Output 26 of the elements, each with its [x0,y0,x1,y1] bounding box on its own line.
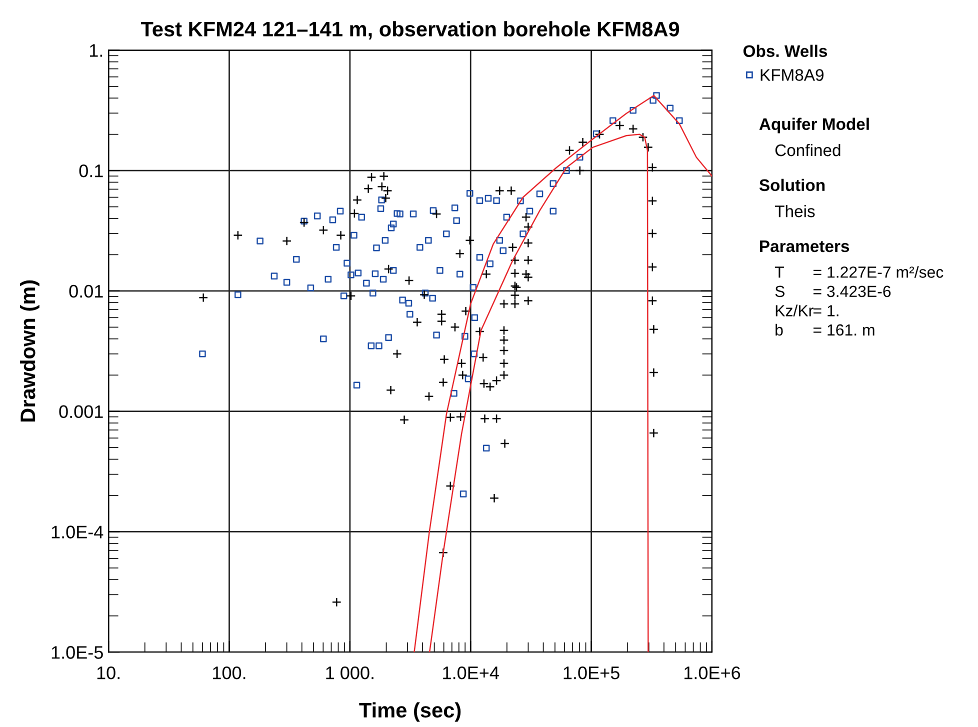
y-tick-label: 1. [90,44,102,57]
text: S = 3.423E-6 [775,286,891,298]
text: Confined [775,144,840,156]
y-tick-label: 1.0E-5 [52,646,103,659]
x-tick-label: 100. [213,666,246,680]
x-tick-label: 1 000. [326,666,374,680]
x-tick-label: 10. [97,666,120,680]
y-tick-label: 0.001 [59,405,103,418]
text: Kz/Kr= 1. [776,304,838,316]
text: Theis [774,205,815,218]
text: Aquifer Model [759,118,869,134]
chart-title: Test KFM24 121–141 m, observation borehole KFM8A9 [140,21,680,40]
x-tick-label: 1.0E+6 [684,666,740,680]
text: b = 161. m [776,324,874,336]
legend-title: Obs. Wells [743,44,828,58]
x-axis-title: Time (sec) [359,702,461,722]
text: T = 1.227E-7 m²/sec [774,266,944,278]
y-axis-title: Drawdown (m) [20,280,40,422]
text: Solution [759,178,825,192]
x-tick-label: 1.0E+4 [443,666,499,680]
y-tick-label: 0.01 [69,284,103,298]
y-tick-label: 1.0E-4 [52,526,104,538]
x-tick-label: 1.0E+5 [564,666,620,680]
y-tick-label: 0.1 [79,164,103,178]
text: Parameters [760,240,850,252]
legend-label: KFM8A9 [760,69,824,81]
